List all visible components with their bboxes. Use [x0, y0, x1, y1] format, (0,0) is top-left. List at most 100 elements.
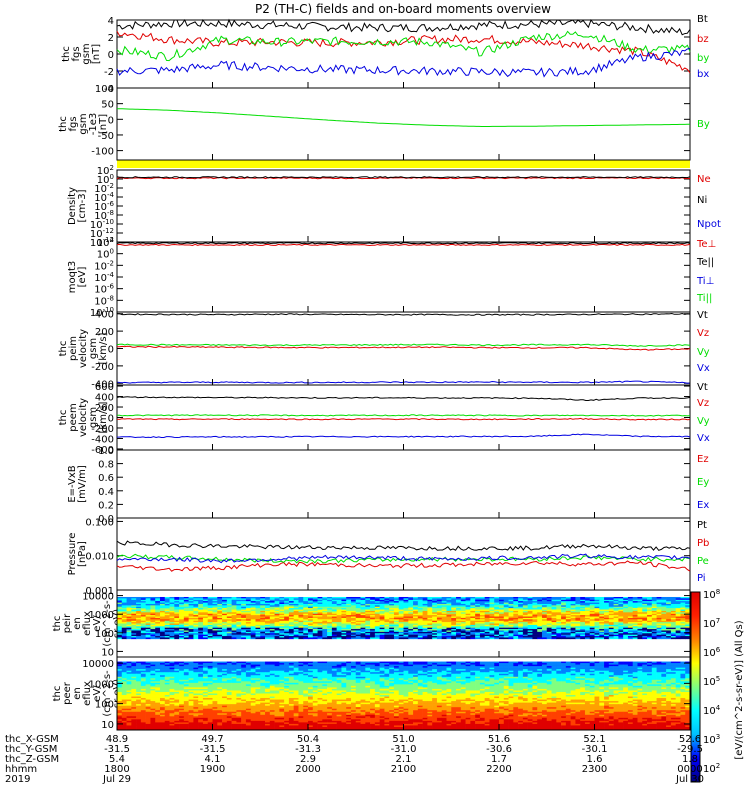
spectrogram-cell	[427, 596, 433, 599]
spectrogram-cell	[379, 606, 385, 609]
spectrogram-cell	[370, 624, 376, 627]
spectrogram-cell	[360, 624, 366, 627]
y-tick-label: 400	[95, 310, 114, 321]
spectrogram-cell	[374, 605, 380, 608]
spectrogram-cell	[131, 634, 137, 637]
spectrogram-cell	[155, 637, 161, 640]
spectrogram-cell	[393, 661, 400, 664]
spectrogram-cell	[403, 629, 409, 631]
spectrogram-cell	[647, 598, 653, 601]
spectrogram-cell	[288, 608, 294, 610]
spectrogram-cell	[427, 619, 433, 622]
spectrogram-cell	[541, 601, 548, 603]
spectrogram-cell	[370, 673, 376, 676]
spectrogram-cell	[169, 610, 175, 613]
spectrogram-cell	[599, 612, 605, 615]
spectrogram-cell	[518, 603, 524, 606]
spectrogram-cell	[408, 636, 414, 638]
spectrogram-cell	[169, 629, 175, 631]
spectrogram-cell	[341, 669, 347, 671]
spectrogram-cell	[403, 615, 409, 617]
spectrogram-cell	[551, 624, 557, 627]
spectrogram-cell	[341, 630, 347, 633]
spectrogram-cell	[489, 673, 495, 676]
spectrogram-cell	[164, 633, 170, 635]
spectrogram-cell	[341, 596, 347, 599]
spectrogram-cell	[183, 630, 189, 633]
spectrogram-cell	[327, 609, 333, 612]
spectrogram-cell	[265, 610, 271, 613]
spectrogram-cell	[398, 669, 404, 671]
spectrogram-cell	[532, 617, 538, 620]
spectrogram-cell	[661, 622, 667, 624]
spectrogram-cell	[551, 626, 557, 628]
spectrogram-cell	[604, 666, 610, 668]
spectrogram-cell	[451, 606, 457, 609]
spectrogram-cell	[432, 626, 438, 628]
spectrogram-cell	[298, 619, 304, 622]
spectrogram-cell	[551, 598, 557, 601]
spectrogram-cell	[269, 616, 275, 619]
spectrogram-cell	[145, 661, 151, 664]
spectrogram-cell	[336, 613, 342, 616]
spectrogram-cell	[350, 626, 357, 628]
spectrogram-cell	[513, 624, 519, 627]
spectrogram-cell	[556, 608, 562, 610]
y-tick-exponent: -4	[107, 191, 115, 199]
spectrogram-cell	[164, 609, 170, 612]
spectrogram-cell	[680, 631, 686, 634]
spectrogram-cell	[222, 627, 228, 630]
spectrogram-cell	[217, 633, 223, 635]
spectrogram-cell	[403, 609, 409, 612]
spectrogram-cell	[327, 624, 333, 627]
spectrogram-cell	[642, 627, 648, 630]
spectrogram-cell	[183, 669, 189, 671]
spectrogram-cell	[508, 672, 514, 675]
spectrogram-cell	[413, 613, 419, 616]
spectrogram-cell	[575, 663, 581, 665]
y-tick-label: 0	[108, 115, 114, 126]
spectrogram-cell	[599, 619, 605, 622]
spectrogram-cell	[360, 610, 366, 613]
spectrogram-cell	[408, 602, 414, 605]
spectrogram-cell	[131, 631, 137, 634]
spectrogram-cell	[685, 605, 691, 608]
y-tick-label: 10000	[82, 592, 114, 603]
spectrogram-cell	[460, 634, 466, 637]
spectrogram-cell	[384, 666, 390, 668]
panel-ylabel: [eV]	[77, 267, 88, 288]
spectrogram-cell	[670, 616, 676, 619]
spectrogram-cell	[594, 622, 600, 624]
spectrogram-cell	[393, 603, 400, 606]
spectrogram-cell	[374, 606, 380, 609]
spectrogram-cell	[642, 623, 648, 626]
spectrogram-cell	[656, 616, 662, 619]
spectrogram-cell	[379, 615, 385, 617]
spectrogram-cell	[594, 601, 600, 603]
spectrogram-cell	[436, 636, 442, 638]
spectrogram-cell	[226, 599, 232, 602]
spectrogram-cell	[522, 613, 528, 616]
spectrogram-cell	[456, 606, 462, 609]
spectrogram-cell	[346, 626, 352, 628]
spectrogram-cell	[436, 605, 442, 608]
spectrogram-cell	[241, 633, 247, 635]
spectrogram-cell	[255, 669, 261, 671]
spectrogram-cell	[164, 606, 170, 609]
spectrogram-cell	[456, 663, 462, 665]
spectrogram-cell	[279, 631, 285, 634]
spectrogram-cell	[604, 612, 610, 615]
spectrogram-cell	[121, 663, 127, 665]
spectrogram-cell	[427, 627, 433, 630]
spectrogram-cell	[350, 670, 357, 673]
spectrogram-cell	[465, 666, 471, 668]
spectrogram-cell	[532, 619, 538, 622]
spectrogram-cell	[365, 603, 371, 606]
spectrogram-cell	[174, 661, 180, 664]
spectrogram-cell	[570, 664, 576, 667]
spectrogram-cell	[623, 631, 629, 634]
spectrogram-cell	[336, 606, 342, 609]
spectrogram-cell	[169, 667, 175, 670]
spectrogram-cell	[589, 598, 595, 601]
spectrogram-cell	[632, 619, 638, 622]
